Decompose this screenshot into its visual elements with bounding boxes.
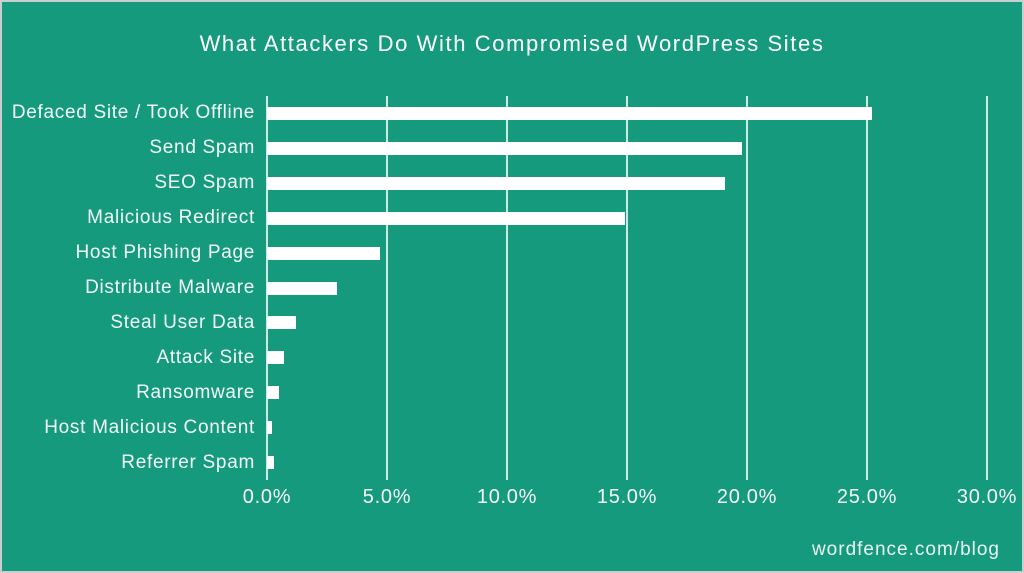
gridline xyxy=(866,96,868,480)
plot-area xyxy=(266,96,988,480)
category-label: Steal User Data xyxy=(110,311,255,333)
bar xyxy=(267,246,380,260)
category-label: Distribute Malware xyxy=(85,276,255,298)
gridline xyxy=(626,96,628,480)
x-tick-label: 0.0% xyxy=(242,486,292,508)
bar xyxy=(267,386,279,400)
category-label: Ransomware xyxy=(136,381,255,403)
gridline xyxy=(746,96,748,480)
bar xyxy=(267,456,275,470)
x-tick-label: 15.0% xyxy=(596,486,658,508)
category-label: Host Phishing Page xyxy=(75,242,255,264)
bar xyxy=(267,211,625,225)
bar xyxy=(267,281,337,295)
category-label: SEO Spam xyxy=(154,172,255,194)
category-label: Host Malicious Content xyxy=(44,416,255,438)
chart-title: What Attackers Do With Compromised WordP… xyxy=(199,31,825,56)
gridline xyxy=(986,96,988,480)
category-label: Referrer Spam xyxy=(121,451,255,473)
category-axis: Defaced Site / Took Offline Send Spam SEO … xyxy=(2,96,255,480)
bar xyxy=(267,316,296,330)
x-tick-label: 25.0% xyxy=(836,486,898,508)
category-label: Send Spam xyxy=(149,137,255,159)
value-axis: 0.0% 5.0% 10.0% 15.0% 20.0% 25.0% 30.0% xyxy=(2,486,1022,516)
bar xyxy=(267,351,284,365)
bar xyxy=(267,106,872,120)
bar xyxy=(267,176,726,190)
x-tick-label: 5.0% xyxy=(362,486,412,508)
category-label: Attack Site xyxy=(156,346,255,368)
gridline xyxy=(386,96,388,480)
category-label: Malicious Redirect xyxy=(87,207,255,229)
x-tick-label: 10.0% xyxy=(476,486,538,508)
bar xyxy=(267,141,743,155)
category-label: Defaced Site / Took Offline xyxy=(11,102,255,124)
source-credit: wordfence.com/blog xyxy=(811,539,1000,560)
x-tick-label: 30.0% xyxy=(956,486,1018,508)
gridline xyxy=(506,96,508,480)
bar xyxy=(267,421,272,435)
x-tick-label: 20.0% xyxy=(716,486,778,508)
